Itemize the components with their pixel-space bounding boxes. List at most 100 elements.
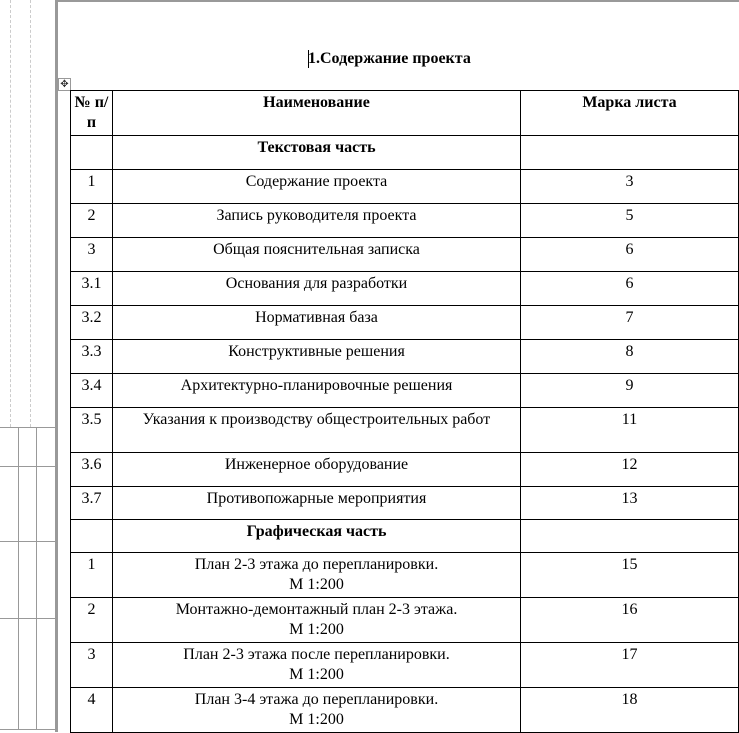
contents-table[interactable]: № п/п Наименование Марка листа Текстовая… — [70, 90, 739, 733]
cell-sheet[interactable]: 13 — [520, 486, 739, 520]
cell-number[interactable] — [70, 135, 113, 170]
cell-number-text: 2 — [87, 601, 96, 618]
cell-number[interactable]: 3.3 — [70, 339, 113, 374]
cell-number[interactable]: 3.7 — [70, 486, 113, 520]
cell-number[interactable]: 1 — [70, 169, 113, 204]
cell-number[interactable]: 3.2 — [70, 305, 113, 340]
cell-name[interactable]: Конструктивные решения — [112, 339, 521, 374]
table-row: 1 План 2-3 этажа до перепланировки. М 1:20… — [70, 552, 739, 598]
cell-name-text: Нормативная база — [255, 309, 378, 326]
cell-number-text: 3.4 — [81, 377, 102, 394]
cell-name-text: Архитектурно-планировочные решения — [180, 377, 453, 394]
cell-name-text: Инженерное оборудование — [224, 456, 409, 473]
cell-name[interactable]: Основания для разработки — [112, 271, 521, 306]
page-title[interactable]: 1.Содержание проекта — [308, 50, 471, 67]
table-move-handle-icon[interactable]: ✥ — [58, 78, 71, 91]
cell-name[interactable]: Архитектурно-планировочные решения — [112, 373, 521, 408]
cell-sheet[interactable]: 7 — [520, 305, 739, 340]
cell-name[interactable]: Запись руководителя проекта — [112, 203, 521, 238]
cell-name[interactable]: Указания к производству общестроительных… — [112, 407, 521, 453]
table-row: 3.6 Инженерное оборудование 12 — [70, 452, 739, 487]
cell-sheet-text: 6 — [625, 241, 634, 258]
cell-name[interactable]: Монтажно-демонтажный план 2-3 этажа. М 1:… — [112, 597, 521, 643]
cell-number[interactable]: 2 — [70, 203, 113, 238]
cell-sheet[interactable]: 6 — [520, 237, 739, 272]
cell-sheet[interactable]: 5 — [520, 203, 739, 238]
table-row: 3.1 Основания для разработки 6 — [70, 271, 739, 306]
cell-sheet[interactable]: 16 — [520, 597, 739, 643]
page-border-top — [55, 0, 739, 2]
cell-number-text: 1 — [87, 173, 96, 190]
cell-number[interactable]: 3.5 — [70, 407, 113, 453]
cell-sheet[interactable]: 17 — [520, 642, 739, 688]
page-border — [55, 0, 58, 732]
table-row: 3.4 Архитектурно-планировочные решения 9 — [70, 373, 739, 408]
cell-sheet[interactable]: 8 — [520, 339, 739, 374]
cell-number[interactable] — [70, 519, 113, 553]
cell-number[interactable]: 3.6 — [70, 452, 113, 487]
section-row: Графическая часть — [70, 519, 739, 553]
table-row: 1 Содержание проекта 3 — [70, 169, 739, 204]
cell-sheet[interactable]: 12 — [520, 452, 739, 487]
cell-sheet-text: 15 — [621, 556, 638, 573]
cell-name-text: Графическая часть — [246, 523, 387, 540]
cell-number[interactable]: 1 — [70, 552, 113, 598]
cell-sheet[interactable] — [520, 135, 739, 170]
cell-sheet[interactable]: 15 — [520, 552, 739, 598]
cell-sheet[interactable]: 6 — [520, 271, 739, 306]
cell-sheet[interactable]: 3 — [520, 169, 739, 204]
cell-number-text: 4 — [87, 691, 96, 708]
cell-number[interactable]: 3 — [70, 237, 113, 272]
cell-sheet-text: 18 — [621, 691, 638, 708]
cell-sheet[interactable] — [520, 519, 739, 553]
header-sheet: Марка листа — [520, 90, 739, 136]
table-row: 3 План 2-3 этажа после перепланировки. М 1… — [70, 642, 739, 688]
header-name: Наименование — [112, 90, 521, 136]
cell-name-text: Содержание проекта — [245, 173, 388, 190]
cell-name-text: Конструктивные решения — [228, 343, 405, 360]
cell-name[interactable]: План 3-4 этажа до перепланировки. М 1:200 — [112, 687, 521, 733]
cell-sheet-text: 7 — [625, 309, 634, 326]
cell-sheet-text: 13 — [621, 490, 638, 507]
table-row: 3.7 Противопожарные мероприятия 13 — [70, 486, 739, 520]
cell-name[interactable]: План 2-3 этажа после перепланировки. М 1:… — [112, 642, 521, 688]
cell-number[interactable]: 3 — [70, 642, 113, 688]
cell-number[interactable]: 3.1 — [70, 271, 113, 306]
cell-scale-text: М 1:200 — [289, 621, 344, 638]
margin-guide — [30, 0, 31, 427]
cell-name[interactable]: Инженерное оборудование — [112, 452, 521, 487]
cell-number-text: 3.1 — [81, 275, 102, 292]
cell-name[interactable]: План 2-3 этажа до перепланировки. М 1:200 — [112, 552, 521, 598]
cell-name[interactable]: Графическая часть — [112, 519, 521, 553]
cell-number-text: 3.7 — [81, 490, 102, 507]
cell-sheet-text: 6 — [625, 275, 634, 292]
cell-sheet-text: 8 — [625, 343, 634, 360]
cell-number-text: 3.6 — [81, 456, 102, 473]
cell-number-text: 3.5 — [81, 411, 102, 428]
cell-name[interactable]: Общая пояснительная записка — [112, 237, 521, 272]
cell-name[interactable]: Противопожарные мероприятия — [112, 486, 521, 520]
cell-sheet[interactable]: 11 — [520, 407, 739, 453]
table-row: 2 Запись руководителя проекта 5 — [70, 203, 739, 238]
cell-name-text: Запись руководителя проекта — [216, 207, 417, 224]
cell-sheet-text: 16 — [621, 601, 638, 618]
cell-number[interactable]: 2 — [70, 597, 113, 643]
cell-sheet[interactable]: 9 — [520, 373, 739, 408]
cell-number[interactable]: 4 — [70, 687, 113, 733]
title-block-frame — [0, 427, 55, 730]
header-number: № п/п — [70, 90, 113, 136]
cell-sheet[interactable]: 18 — [520, 687, 739, 733]
cell-number-text: 1 — [87, 556, 96, 573]
table-row: 2 Монтажно-демонтажный план 2-3 этажа. М 1… — [70, 597, 739, 643]
cell-name[interactable]: Содержание проекта — [112, 169, 521, 204]
cell-number-text: 2 — [87, 207, 96, 224]
cell-sheet-text: 12 — [621, 456, 638, 473]
cell-name[interactable]: Нормативная база — [112, 305, 521, 340]
cell-name-text: Основания для разработки — [225, 275, 408, 292]
table-row: 3.3 Конструктивные решения 8 — [70, 339, 739, 374]
cell-sheet-text: 9 — [625, 377, 634, 394]
margin-guide — [10, 0, 11, 427]
cell-name[interactable]: Текстовая часть — [112, 135, 521, 170]
cell-name-text: План 3-4 этажа до перепланировки. — [194, 691, 439, 708]
cell-number[interactable]: 3.4 — [70, 373, 113, 408]
